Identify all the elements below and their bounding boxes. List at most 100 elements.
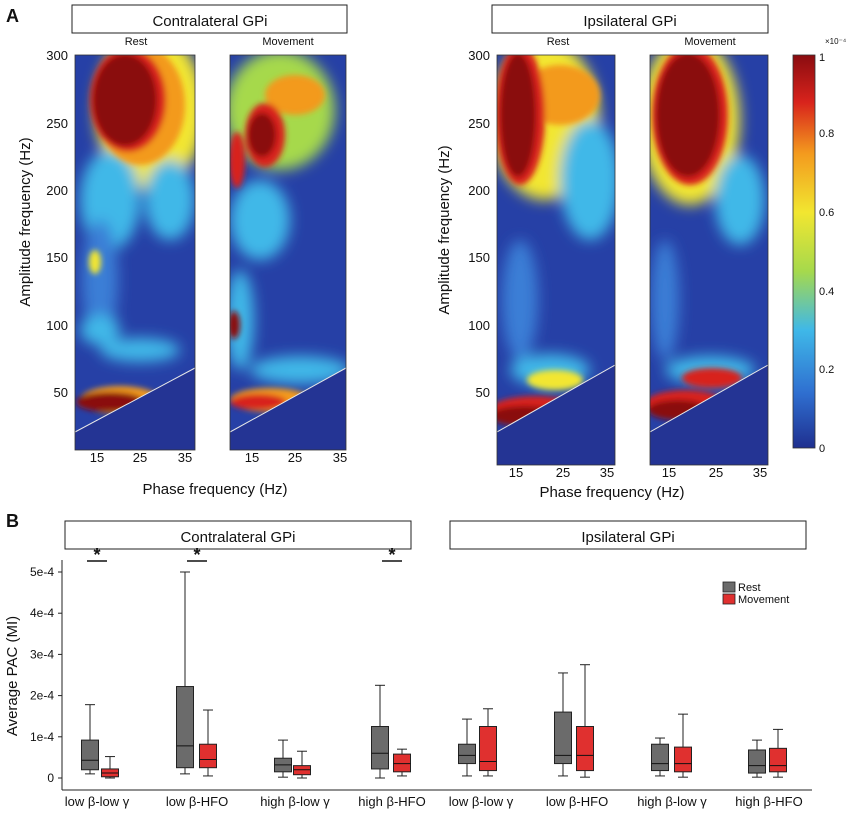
heatmap-contra-rest xyxy=(74,54,196,451)
ipsi-xlabel: Phase frequency (Hz) xyxy=(539,484,684,501)
boxplots xyxy=(81,571,787,779)
panel-a-label: A xyxy=(6,6,19,26)
pac-tick-label: 2e-4 xyxy=(30,689,54,703)
ipsilateral-title-box xyxy=(491,4,769,34)
box-iqr xyxy=(458,743,476,765)
amp-tick-label: 100 xyxy=(468,318,490,333)
category-label: low β-low γ xyxy=(65,794,130,809)
b-ylabel: Average PAC (MI) xyxy=(4,616,21,736)
box-iqr xyxy=(576,726,594,772)
legend-swatch-movement xyxy=(722,593,736,605)
pac-tick-label: 5e-4 xyxy=(30,565,54,579)
colorbar-tick-label: 0.8 xyxy=(819,128,834,140)
contra-ylabel: Amplitude frequency (Hz) xyxy=(17,137,34,306)
heatmap-ipsi-movement xyxy=(649,54,769,466)
box-movement xyxy=(393,748,411,777)
phase-tick-label: 35 xyxy=(178,450,192,465)
contra-xlabel: Phase frequency (Hz) xyxy=(142,481,287,498)
phase-tick-label: 15 xyxy=(509,465,523,480)
phase-tick-label: 25 xyxy=(556,465,570,480)
panel-b-label: B xyxy=(6,511,19,531)
amp-tick-label: 150 xyxy=(468,250,490,265)
box-movement xyxy=(674,713,692,778)
pac-axis-ticks: 5e-4 4e-4 3e-4 2e-4 1e-4 0 xyxy=(30,565,62,785)
b-ipsilateral-title-box xyxy=(449,520,807,550)
contra-movement-subtitle: Movement xyxy=(262,36,313,48)
box-movement xyxy=(199,709,217,777)
colorbar: 1 ×10⁻⁴ 0.8 0.6 0.4 0.2 0 xyxy=(792,37,847,455)
category-label: low β-low γ xyxy=(449,794,514,809)
phase-tick-label: 15 xyxy=(662,465,676,480)
box-iqr xyxy=(479,726,497,772)
phase-tick-label: 25 xyxy=(133,450,147,465)
box-rest xyxy=(554,672,572,777)
box-movement xyxy=(576,664,594,778)
box-rest xyxy=(81,704,99,775)
phase-tick-label: 15 xyxy=(90,450,104,465)
category-label: high β-HFO xyxy=(358,794,425,809)
category-label: high β-low γ xyxy=(260,794,330,809)
pac-tick-label: 1e-4 xyxy=(30,730,54,744)
colorbar-tick-label: 0.2 xyxy=(819,364,834,376)
box-iqr xyxy=(393,753,411,773)
amp-tick-label: 200 xyxy=(468,183,490,198)
box-rest xyxy=(176,571,194,775)
box-movement xyxy=(293,750,311,779)
significance-star: * xyxy=(93,545,100,565)
box-rest xyxy=(748,739,766,778)
amp-tick-label: 50 xyxy=(476,385,490,400)
box-iqr xyxy=(554,711,572,765)
legend-label-rest: Rest xyxy=(738,582,761,594)
category-label: low β-HFO xyxy=(546,794,608,809)
ipsi-movement-subtitle: Movement xyxy=(684,36,735,48)
b-ipsilateral-title: Ipsilateral GPi xyxy=(581,529,674,546)
phase-tick-label: 25 xyxy=(709,465,723,480)
amp-tick-label: 200 xyxy=(46,183,68,198)
amplitude-axis-ipsi: 300 250 200 150 100 50 xyxy=(468,48,490,400)
box-iqr xyxy=(748,749,766,774)
box-iqr xyxy=(674,746,692,773)
contralateral-title: Contralateral GPi xyxy=(152,13,267,30)
significance-markers: * * * xyxy=(87,545,402,565)
box-rest xyxy=(458,718,476,777)
phase-axis-ticks: 15 25 35 15 25 35 15 25 35 15 25 35 xyxy=(90,450,767,480)
amp-tick-label: 50 xyxy=(54,385,68,400)
heatmap-contra-movement xyxy=(229,54,347,451)
box-iqr xyxy=(651,743,669,772)
amp-tick-label: 300 xyxy=(468,48,490,63)
ipsilateral-title: Ipsilateral GPi xyxy=(583,13,676,30)
amplitude-axis-contra: 300 250 200 150 100 50 xyxy=(46,48,68,400)
significance-star: * xyxy=(388,545,395,565)
significance-star: * xyxy=(193,545,200,565)
b-contralateral-title: Contralateral GPi xyxy=(180,529,295,546)
category-label: low β-HFO xyxy=(166,794,228,809)
box-rest xyxy=(651,737,669,777)
box-iqr xyxy=(81,739,99,771)
colorbar-max-label: 1 xyxy=(819,52,825,64)
phase-tick-label: 35 xyxy=(333,450,347,465)
phase-tick-label: 35 xyxy=(753,465,767,480)
box-rest xyxy=(274,739,292,778)
box-movement xyxy=(479,708,497,777)
category-label: high β-HFO xyxy=(735,794,802,809)
legend: Rest Movement xyxy=(722,581,789,606)
phase-tick-label: 35 xyxy=(600,465,614,480)
contralateral-title-box xyxy=(71,4,348,34)
category-label: high β-low γ xyxy=(637,794,707,809)
box-rest xyxy=(371,684,389,779)
box-iqr xyxy=(176,686,194,769)
phase-tick-label: 15 xyxy=(245,450,259,465)
amp-tick-label: 300 xyxy=(46,48,68,63)
box-movement xyxy=(769,728,787,778)
phase-tick-label: 25 xyxy=(288,450,302,465)
pac-tick-label: 4e-4 xyxy=(30,606,54,620)
colorbar-tick-label: 0 xyxy=(819,443,825,455)
b-contralateral-title-box xyxy=(64,520,412,550)
colorbar-exponent: ×10⁻⁴ xyxy=(825,37,847,46)
colorbar-tick-label: 0.4 xyxy=(819,286,834,298)
legend-label-movement: Movement xyxy=(738,594,789,606)
amp-tick-label: 150 xyxy=(46,250,68,265)
box-iqr xyxy=(199,743,217,769)
amp-tick-label: 100 xyxy=(46,318,68,333)
